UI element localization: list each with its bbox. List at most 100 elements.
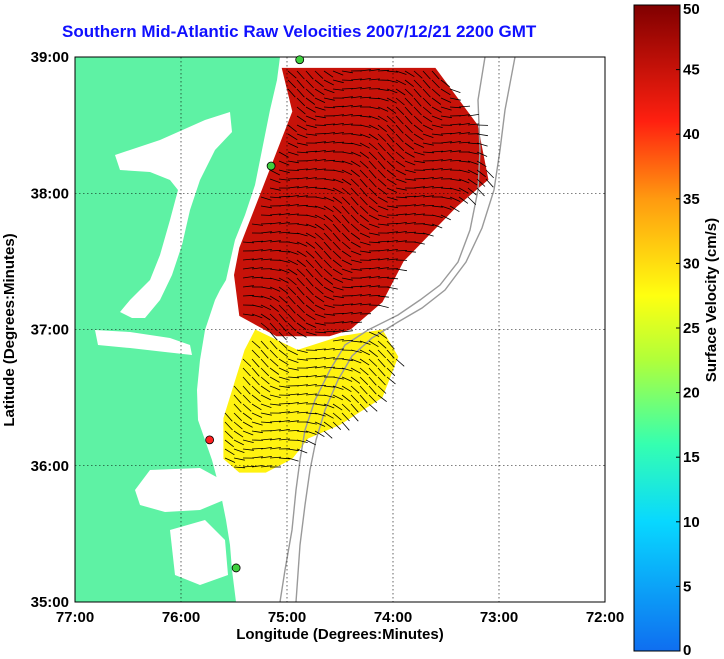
velocity-arrow (449, 187, 461, 192)
velocity-arrow (305, 286, 314, 296)
velocity-arrow (368, 349, 378, 358)
velocity-arrow (350, 349, 362, 353)
velocity-arrow (305, 150, 318, 153)
velocity-arrow (395, 106, 405, 115)
velocity-arrow (305, 159, 317, 162)
velocity-arrow (323, 357, 335, 360)
velocity-arrow (296, 322, 307, 330)
velocity-arrow (305, 375, 317, 378)
velocity-arrow (386, 196, 398, 201)
velocity-arrow (440, 150, 452, 153)
velocity-arrow (314, 241, 324, 250)
velocity-arrow (314, 196, 326, 200)
velocity-arrow (395, 222, 407, 225)
velocity-arrow (314, 412, 326, 417)
velocity-arrow (323, 366, 336, 369)
velocity-arrow (305, 268, 314, 278)
velocity-arrow (350, 205, 359, 215)
velocity-arrow (323, 304, 335, 308)
velocity-arrow (467, 160, 479, 165)
velocity-arrow (224, 439, 234, 448)
velocity-arrow (323, 286, 334, 293)
velocity-arrow (305, 277, 314, 287)
velocity-arrow (314, 295, 325, 303)
velocity-arrow (413, 88, 422, 98)
velocity-arrow (260, 295, 272, 300)
velocity-arrow (395, 250, 408, 252)
velocity-arrow (251, 258, 263, 261)
velocity-arrow (296, 430, 308, 433)
velocity-arrow (305, 223, 317, 229)
velocity-arrow (422, 97, 432, 107)
velocity-arrow (323, 385, 335, 388)
velocity-arrow (359, 69, 371, 72)
velocity-arrow (476, 160, 487, 168)
velocity-arrow (431, 106, 442, 113)
velocity-arrow (422, 177, 434, 180)
velocity-arrow (377, 249, 389, 252)
velocity-arrow (422, 106, 432, 115)
velocity-arrow (341, 178, 352, 186)
velocity-arrow (332, 313, 345, 315)
velocity-arrow (377, 124, 387, 133)
velocity-arrow (422, 70, 431, 80)
velocity-arrow (323, 330, 336, 333)
colorbar-tick-label: 25 (683, 320, 700, 337)
velocity-arrow (323, 132, 335, 135)
velocity-arrow (269, 231, 281, 234)
velocity-arrow (305, 106, 316, 113)
velocity-arrow (404, 204, 416, 207)
velocity-arrow (323, 106, 336, 109)
velocity-arrow (341, 70, 353, 74)
velocity-arrow (440, 97, 452, 103)
velocity-arrow (368, 367, 377, 377)
velocity-arrow (296, 79, 305, 89)
velocity-arrow (368, 241, 381, 244)
plot-frame (74, 56, 606, 603)
velocity-arrow (377, 205, 389, 211)
velocity-arrow (476, 169, 486, 178)
velocity-arrow (287, 142, 299, 148)
velocity-arrow (323, 313, 335, 316)
velocity-arrow (278, 151, 289, 158)
velocity-arrow (287, 88, 296, 98)
velocity-arrow (386, 115, 396, 124)
velocity-arrow (314, 304, 325, 311)
velocity-arrow (404, 160, 416, 166)
velocity-arrow (350, 232, 361, 240)
velocity-arrow (368, 178, 377, 188)
velocity-arrow (332, 114, 344, 117)
velocity-arrow (269, 349, 278, 359)
velocity-arrow (467, 142, 480, 145)
velocity-arrow (332, 385, 344, 390)
velocity-arrow (314, 115, 326, 119)
velocity-arrow (296, 124, 307, 131)
velocity-arrow (395, 160, 406, 168)
velocity-arrow (377, 304, 389, 308)
velocity-arrow (368, 267, 380, 270)
velocity-arrow (296, 268, 306, 277)
velocity-arrow (377, 331, 388, 339)
velocity-arrow (368, 69, 380, 72)
velocity-arrow (449, 88, 461, 93)
velocity-arrow (458, 196, 469, 204)
velocity-arrow (386, 223, 399, 225)
velocity-arrow (323, 259, 332, 269)
mainland (75, 57, 280, 602)
velocity-arrow (440, 79, 450, 88)
velocity-arrow (314, 331, 327, 334)
velocity-arrow (377, 349, 386, 359)
velocity-arrow (323, 394, 335, 398)
velocity-arrow (386, 231, 398, 234)
velocity-arrow (440, 133, 453, 135)
velocity-arrow (341, 241, 351, 250)
velocity-arrow (314, 88, 325, 96)
velocity-arrow (251, 295, 263, 298)
velocity-arrow (296, 349, 308, 353)
velocity-arrow (368, 285, 380, 288)
velocity-arrow (269, 304, 279, 313)
velocity-arrow (314, 250, 323, 260)
velocity-arrow (440, 141, 452, 144)
velocity-arrow (296, 250, 307, 258)
velocity-arrow (287, 376, 300, 379)
